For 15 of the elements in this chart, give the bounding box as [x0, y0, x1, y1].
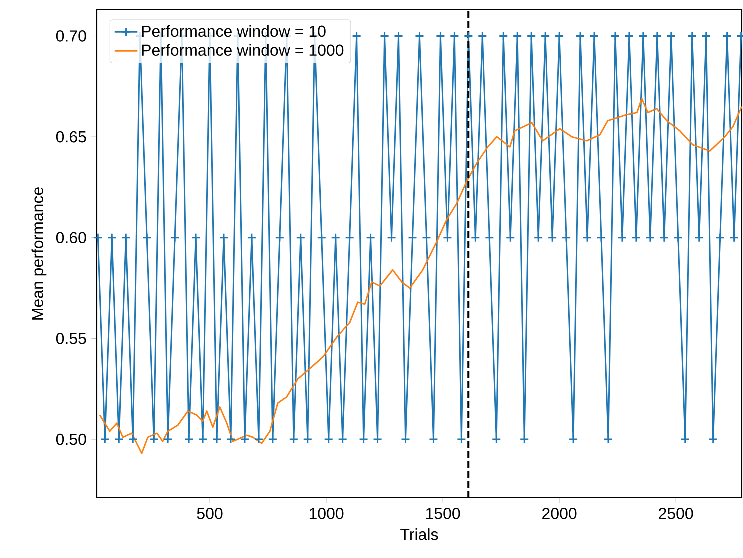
x-axis-title: Trials	[400, 528, 438, 540]
y-tick-label: 0.50	[56, 434, 86, 446]
x-tick-label: 500	[197, 508, 223, 520]
y-tick-label: 0.65	[56, 131, 86, 143]
x-tick-label: 2500	[659, 508, 694, 520]
y-axis-title: Mean performance	[32, 188, 47, 320]
line-series	[99, 98, 742, 454]
legend-label: Performance window = 1000	[142, 44, 344, 56]
legend-label: Performance window = 10	[142, 25, 326, 38]
x-tick-label: 2000	[542, 508, 577, 520]
y-tick-label: 0.70	[56, 30, 86, 42]
x-tick-label: 1500	[426, 508, 460, 520]
y-tick-label: 0.60	[56, 232, 86, 244]
y-tick-label: 0.55	[56, 333, 86, 344]
x-tick-label: 1000	[310, 508, 344, 520]
